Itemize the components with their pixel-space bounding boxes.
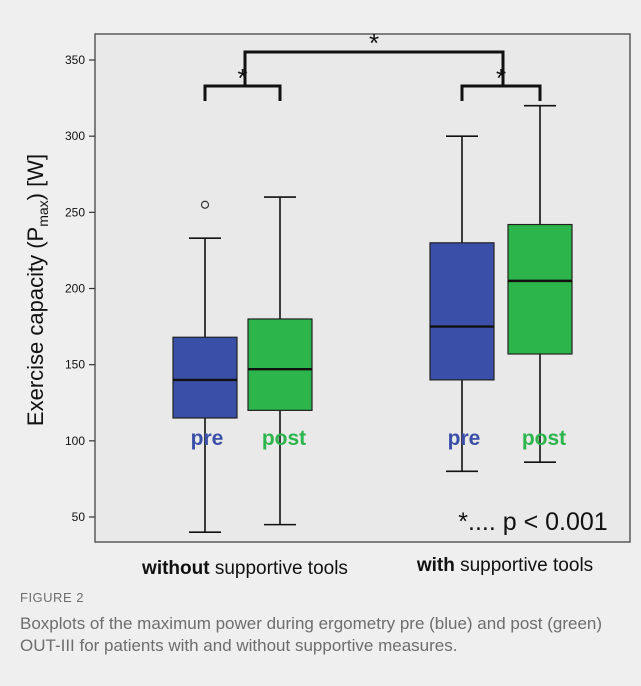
group-label-with-bold: with [416, 555, 455, 576]
boxes: pre post pre post [172, 104, 573, 534]
boxplot-chart: 50 100 150 200 250 300 350 pre post pre post * ** … [23, 28, 631, 579]
y-tick-label-300: 300 [65, 129, 85, 143]
significance-brackets: * * * [203, 28, 542, 101]
group-label-without-rest: supportive tools [210, 558, 348, 579]
bracket-between-groups-marker: * [369, 28, 379, 58]
caption-block: FIGURE 2 Boxplots of the maximum power d… [20, 590, 632, 657]
box-label-with-post: post [522, 427, 566, 450]
box-with-post [507, 223, 573, 355]
bracket-with [460, 84, 542, 101]
box-with-pre [429, 242, 495, 381]
y-axis-label-subscript: max [35, 200, 51, 226]
y-axis-label-main: Exercise capacity (P [23, 227, 48, 426]
y-axis-label: Exercise capacity (Pmax) [W] [23, 154, 51, 426]
p-value-annotation: *.... p < 0.001 [458, 508, 607, 536]
bracket-without [203, 84, 282, 101]
y-tick-label-350: 350 [65, 53, 85, 67]
y-tick-label-150: 150 [65, 358, 85, 372]
bracket-with-marker: * [496, 63, 506, 93]
y-tick-label-250: 250 [65, 205, 85, 219]
box-label-without-post: post [262, 427, 306, 450]
group-label-with: with supportive tools [416, 555, 593, 576]
group-label-without: without supportive tools [141, 558, 348, 579]
box-label-with-pre: pre [448, 427, 481, 450]
y-tick-label-100: 100 [65, 434, 85, 448]
outlier-without-pre [200, 200, 210, 209]
box-label-without-pre: pre [191, 427, 224, 450]
box-without-post [247, 318, 313, 411]
box-without-pre [172, 336, 238, 419]
bracket-without-marker: * [237, 63, 247, 93]
figure-caption: Boxplots of the maximum power during erg… [20, 614, 603, 655]
bracket-between-groups [243, 50, 505, 86]
y-axis: 50 100 150 200 250 300 350 [65, 53, 95, 524]
group-label-without-bold: without [141, 558, 210, 579]
y-tick-label-50: 50 [72, 510, 86, 524]
group-label-with-rest: supportive tools [455, 555, 593, 576]
figure-label: FIGURE 2 [20, 590, 84, 605]
y-tick-label-200: 200 [65, 282, 85, 296]
y-axis-label-unit: ) [W] [23, 154, 48, 200]
